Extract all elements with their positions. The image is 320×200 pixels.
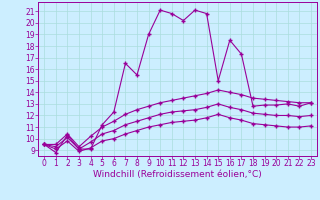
X-axis label: Windchill (Refroidissement éolien,°C): Windchill (Refroidissement éolien,°C) (93, 170, 262, 179)
